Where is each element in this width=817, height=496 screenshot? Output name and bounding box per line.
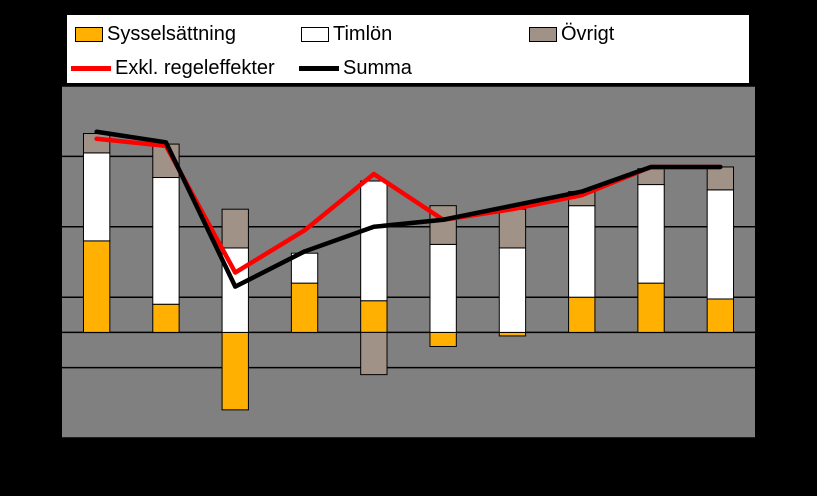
bar-segment — [360, 180, 388, 302]
x-axis-ticks: 2007 2008 2009 2010 2011 2012 2013 2014 2015 2016 — [72, 458, 745, 483]
bar-segment — [221, 247, 249, 333]
bar-segment — [637, 184, 665, 284]
legend-item-timlon: Timlön — [301, 23, 392, 46]
legend-item-sysselsattning: Sysselsättning — [75, 23, 236, 46]
x-tick-label: 2015 — [627, 458, 676, 483]
bar-segment — [290, 252, 319, 284]
bar-segment — [360, 331, 388, 376]
x-tick-label: 2012 — [419, 458, 468, 483]
bar-segment — [82, 240, 111, 333]
legend-label-exkl: Exkl. regeleffekter — [115, 57, 275, 79]
legend-label-ovrigt: Övrigt — [561, 23, 615, 45]
x-tick-label: 2010 — [280, 458, 329, 483]
bars — [82, 133, 735, 411]
x-tick-label: 2014 — [557, 458, 607, 483]
legend-swatch-sysselsattning — [75, 27, 103, 42]
legend-item-summa: Summa — [299, 57, 412, 80]
legend-label-timlon: Timlön — [333, 23, 393, 45]
legend-swatch-summa — [299, 66, 339, 71]
bar-segment — [498, 208, 527, 249]
bar-segment — [360, 300, 388, 333]
y-tick-label: 7 — [24, 74, 36, 99]
legend-label-sysselsattning: Sysselsättning — [107, 23, 236, 45]
bar-segment — [568, 296, 596, 333]
series-line — [94, 129, 723, 289]
legend-label-summa: Summa — [343, 57, 412, 79]
legend-swatch-timlon — [301, 27, 329, 42]
bar-segment — [290, 282, 319, 333]
y-axis-label: Procent — [18, 220, 43, 303]
bar-segment — [152, 177, 180, 305]
legend: Sysselsättning Timlön Övrigt Exkl. regel… — [66, 14, 750, 84]
x-tick-label: 2007 — [72, 458, 121, 483]
lines — [94, 129, 723, 289]
legend-item-ovrigt: Övrigt — [529, 23, 614, 46]
y-tick-label: -1 — [16, 356, 36, 381]
x-tick-label: 2013 — [488, 458, 537, 483]
bar-segment — [498, 247, 527, 333]
bar-segment — [82, 133, 111, 154]
bar-segment — [637, 282, 665, 333]
y-tick-label: -3 — [16, 426, 36, 451]
bar-segment — [221, 208, 249, 249]
x-tick-label: 2011 — [350, 458, 398, 483]
legend-swatch-ovrigt — [529, 27, 557, 42]
bar-segment — [429, 243, 457, 333]
bar-segment — [82, 152, 111, 242]
x-tick-label: 2008 — [141, 458, 190, 483]
bar-segment — [706, 166, 735, 191]
bar-segment — [568, 205, 596, 298]
y-tick-label: 1 — [24, 285, 36, 310]
legend-swatch-exkl — [71, 66, 111, 71]
x-tick-label: 2016 — [696, 458, 745, 483]
bar-segment — [429, 331, 457, 347]
y-tick-label: 5 — [24, 144, 36, 169]
y-axis-ticks: -3 -1 1 3 5 7 — [16, 74, 36, 451]
legend-item-exkl: Exkl. regeleffekter — [71, 57, 275, 80]
bar-segment — [706, 298, 735, 333]
bar-segment — [498, 331, 527, 337]
y-tick-label: 3 — [24, 215, 36, 240]
bar-segment — [706, 189, 735, 300]
bar-segment — [221, 331, 249, 411]
x-tick-label: 2009 — [211, 458, 260, 483]
bar-segment — [152, 303, 180, 333]
